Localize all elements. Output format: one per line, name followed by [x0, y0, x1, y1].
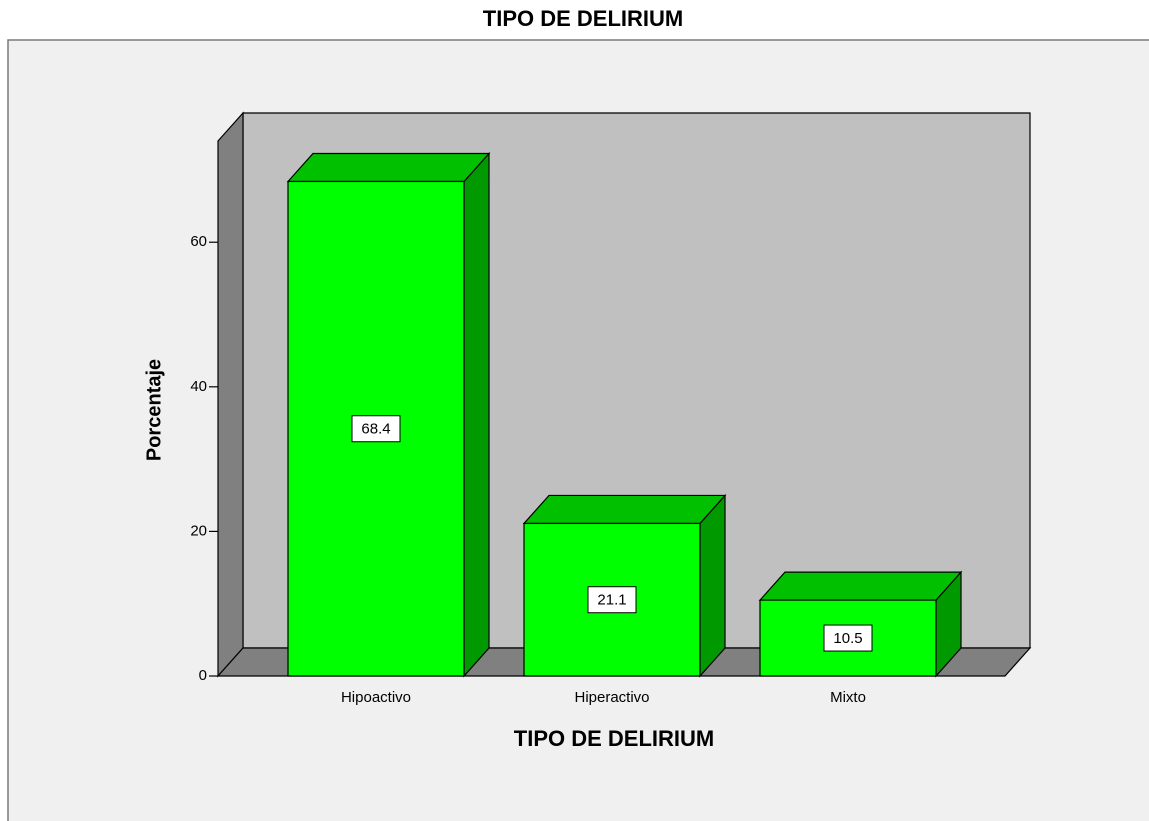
bar-side — [699, 493, 726, 678]
x-tick-label: Hipoactivo — [341, 689, 411, 706]
y-tick-label: 0 — [199, 667, 207, 684]
bar-side — [463, 151, 490, 678]
data-label: 10.5 — [833, 630, 862, 647]
data-label-box — [823, 624, 873, 652]
data-label: 68.4 — [361, 421, 390, 438]
bar-top — [286, 152, 491, 183]
chart-title: TIPO DE DELIRIUM — [483, 6, 683, 31]
data-label-box — [351, 415, 401, 443]
y-tick-label: 40 — [190, 378, 207, 395]
x-tick-label: Mixto — [830, 689, 866, 706]
bar-top — [758, 571, 963, 601]
data-label-box — [587, 586, 637, 614]
y-tick-label: 20 — [190, 522, 207, 539]
bar-top — [522, 494, 727, 525]
x-tick-label: Hiperactivo — [574, 689, 649, 706]
y-tick-label: 60 — [190, 233, 207, 250]
data-label: 21.1 — [597, 592, 626, 609]
side-wall — [217, 111, 244, 678]
x-axis-title: TIPO DE DELIRIUM — [514, 726, 714, 751]
y-axis-title: Porcentaje — [143, 359, 165, 461]
